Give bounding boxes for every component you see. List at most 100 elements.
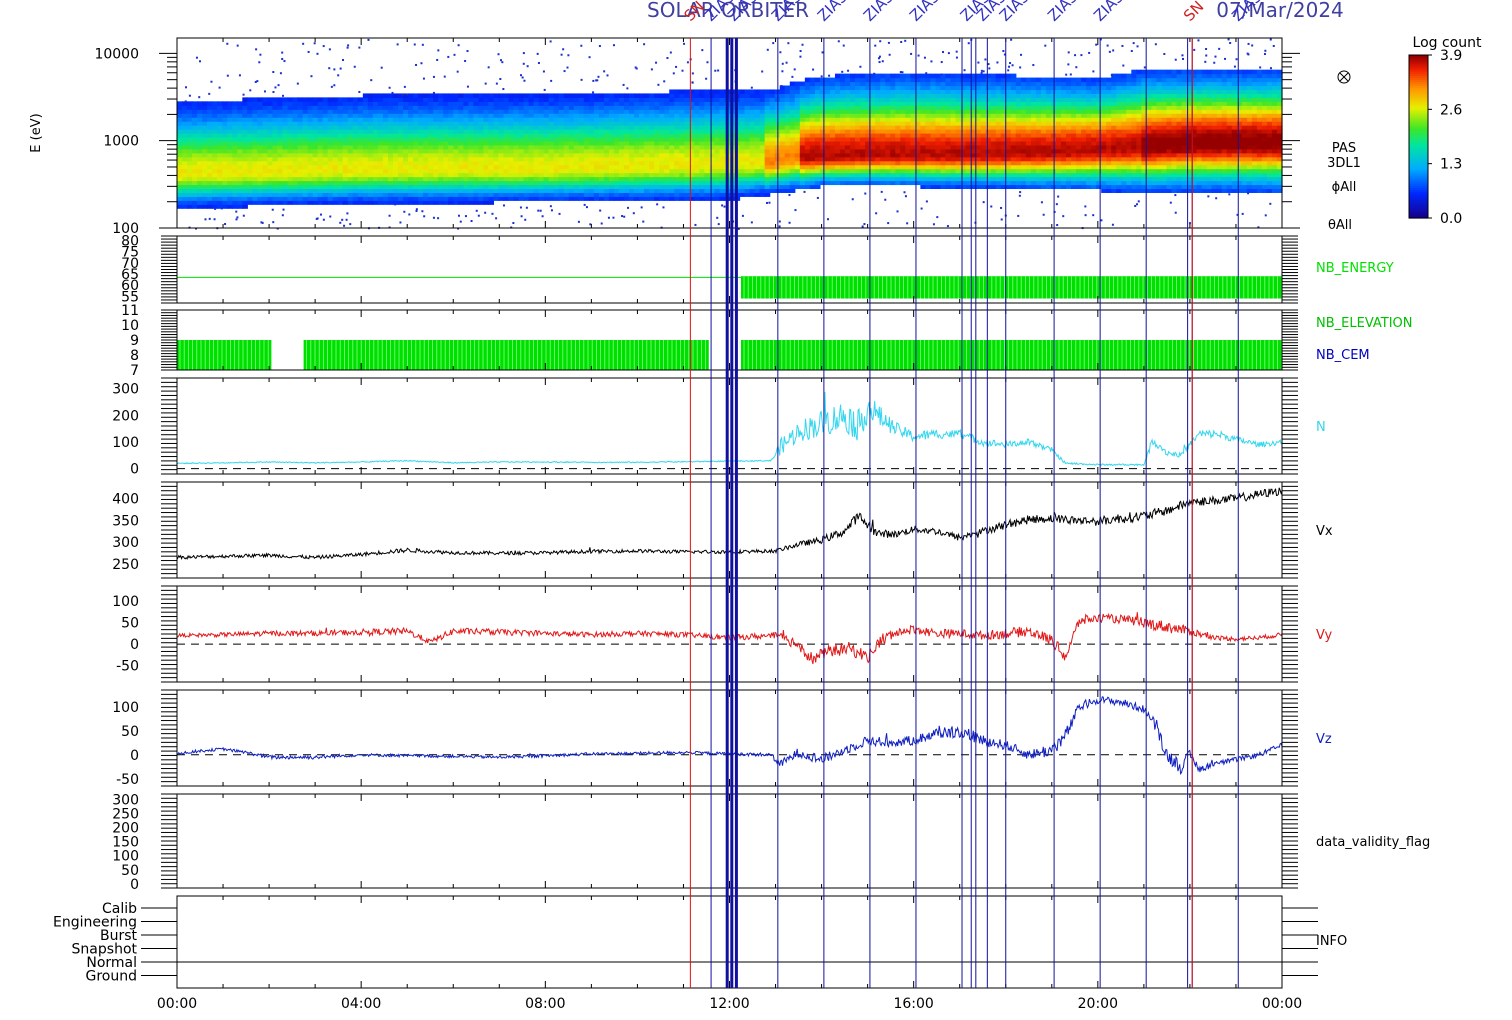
- spectrogram-cell: [357, 168, 364, 174]
- spectrogram-cell: [679, 192, 685, 197]
- spectrogram-cell: [222, 188, 228, 193]
- spectrogram-cell: [975, 156, 982, 162]
- spectrogram-cell: [860, 97, 866, 102]
- spectrogram-cell: [779, 152, 786, 158]
- spectrogram-cell: [217, 160, 223, 166]
- spectrogram-cell: [995, 113, 1002, 118]
- spectrogram-cell: [709, 144, 716, 150]
- spectrogram-cell: [669, 152, 675, 158]
- spectrogram-cell: [583, 133, 590, 138]
- spectrogram-cell: [463, 160, 469, 166]
- spectrogram-cell: [473, 184, 479, 190]
- spectrogram-cell: [649, 121, 655, 126]
- spectrogram-cell: [488, 113, 495, 118]
- spectrogram-cell: [177, 168, 183, 174]
- spectrogram-cell: [1071, 81, 1077, 87]
- spectrogram-cell: [382, 113, 389, 118]
- spectrogram-cell: [1020, 152, 1027, 158]
- spectrogram-cell: [975, 125, 982, 130]
- spectrogram-cell: [624, 117, 630, 122]
- spectrogram-cell: [935, 89, 942, 95]
- spectrogram-cell: [257, 196, 263, 201]
- spectrogram-cell: [1040, 176, 1047, 182]
- spectrogram-cell: [644, 176, 650, 182]
- spectrogram-cell: [488, 188, 495, 193]
- spectrogram-cell: [382, 184, 389, 190]
- spectrogram-cell: [337, 188, 344, 193]
- spectrogram-cell: [709, 101, 716, 106]
- spectrogram-cell: [192, 105, 198, 110]
- spectrogram-cell: [312, 168, 319, 174]
- spectrogram-cell: [202, 200, 208, 205]
- spectrogram-cell: [408, 168, 414, 174]
- spectrogram-cell: [749, 93, 756, 98]
- spectrogram-cell: [392, 200, 399, 205]
- spectrogram-cell: [518, 101, 525, 106]
- spectrogram-cell: [277, 180, 284, 186]
- spectrogram-cell: [287, 113, 294, 118]
- spectrogram-cell: [829, 101, 836, 106]
- spectrogram-cell: [779, 136, 786, 142]
- spectrogram-cell: [367, 97, 374, 102]
- spectrogram-cell: [267, 121, 274, 126]
- spectrogram-cell: [845, 148, 851, 154]
- spectrogram-cell: [247, 180, 253, 186]
- spectrogram-cell: [563, 196, 570, 201]
- spectrogram-cell: [272, 105, 279, 110]
- spectrogram-cell: [398, 129, 404, 134]
- spectrogram-cell: [513, 184, 520, 190]
- spectrogram-cell: [292, 133, 299, 138]
- spectrogram-cell: [438, 200, 444, 205]
- spectrogram-cell: [709, 97, 716, 102]
- spectrogram-cell: [850, 176, 856, 182]
- spectrogram-cell: [347, 192, 354, 197]
- spectrogram-cell: [483, 129, 490, 134]
- spectrogram-cell: [950, 168, 957, 174]
- spectrogram-cell: [1071, 93, 1077, 98]
- spectrogram-cell: [634, 93, 640, 98]
- spectrogram-cell: [382, 148, 389, 154]
- spectrogram-cell: [664, 97, 670, 102]
- spectrogram-cell: [824, 148, 831, 154]
- spectrogram-cell: [1071, 97, 1077, 102]
- spectrogram-cell: [950, 109, 957, 114]
- spectrogram-cell: [779, 109, 786, 114]
- spectrogram-cell: [804, 129, 811, 134]
- spectrogram-cell: [719, 160, 726, 166]
- spectrogram-cell: [337, 196, 344, 201]
- spectrogram-cell: [177, 148, 183, 154]
- spectrogram-cell: [453, 125, 459, 130]
- spectrogram-cell: [719, 196, 726, 201]
- spectrogram-cell: [749, 184, 756, 190]
- spectrogram-cell: [709, 93, 716, 98]
- spectrogram-cell: [548, 93, 555, 98]
- spectrogram-cell: [322, 109, 329, 114]
- spectrogram-cell: [1040, 125, 1047, 130]
- spectrogram-cell: [870, 129, 876, 134]
- spectrogram-cell: [428, 140, 434, 146]
- spectrogram-cell: [674, 125, 680, 130]
- spectrogram-cell: [232, 125, 238, 130]
- spectrogram-cell: [890, 109, 896, 114]
- spectrogram-cell: [177, 125, 183, 130]
- spectrogram-cell: [533, 129, 540, 134]
- spectrogram-cell: [819, 85, 826, 91]
- spectrogram-cell: [754, 101, 761, 106]
- spectrogram-cell: [192, 204, 198, 209]
- spectrogram-cell: [257, 144, 263, 150]
- spectrogram-cell: [799, 81, 806, 87]
- spectrogram-cell: [940, 144, 947, 150]
- spectrogram-cell: [779, 140, 786, 146]
- spectrogram-cell: [1066, 184, 1072, 190]
- spectrogram-cell: [443, 125, 449, 130]
- spectrogram-cell: [930, 184, 937, 190]
- spectrogram-cell: [428, 200, 434, 205]
- spectrogram-cell: [639, 180, 645, 186]
- spectrogram-cell: [784, 97, 791, 102]
- spectrogram-cell: [814, 109, 821, 114]
- spectrogram-cell: [478, 140, 484, 146]
- spectrogram-cell: [413, 113, 419, 118]
- spectrogram-cell: [558, 176, 565, 182]
- spectrogram-cell: [885, 136, 891, 142]
- spectrogram-cell: [307, 164, 314, 170]
